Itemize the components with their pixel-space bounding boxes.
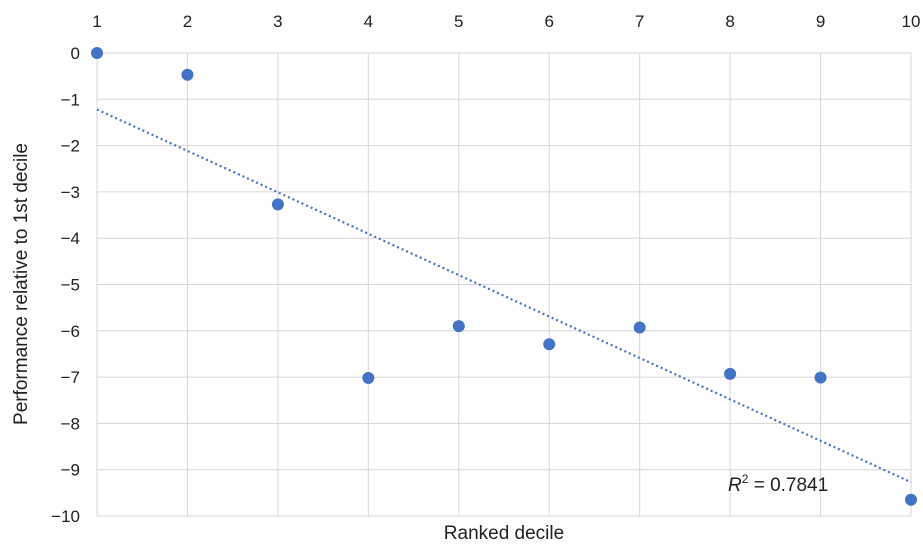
y-tick-label: −9 (61, 461, 80, 480)
y-tick-label: −8 (61, 414, 80, 433)
data-point (633, 321, 646, 334)
y-tick-label: −6 (61, 322, 80, 341)
trendline-group (96, 108, 912, 484)
gridlines (96, 52, 912, 517)
r-squared-symbol: R (728, 475, 742, 496)
data-point (91, 47, 103, 59)
x-tick-label: 9 (816, 12, 825, 31)
y-tick-label: −3 (61, 183, 80, 202)
y-tick-label: −1 (61, 90, 80, 109)
data-point (543, 338, 556, 351)
data-point (814, 371, 827, 384)
y-tick-label: −10 (51, 507, 80, 526)
y-tick-label: −7 (61, 368, 80, 387)
data-point (905, 493, 917, 506)
y-tick-label: −2 (61, 137, 80, 156)
y-tick-label: −5 (61, 276, 80, 295)
x-tick-labels: 1 2 3 4 5 6 7 8 9 10 (92, 12, 920, 31)
r-squared-value: = 0.7841 (748, 475, 828, 496)
r-squared-superscript: 2 (742, 472, 749, 486)
y-tick-label: −4 (61, 229, 80, 248)
x-tick-label: 1 (92, 12, 101, 31)
x-tick-label: 10 (902, 12, 921, 31)
y-tick-label: 0 (71, 44, 80, 63)
data-point (362, 372, 375, 385)
data-point (181, 68, 194, 81)
x-tick-label: 3 (273, 12, 282, 31)
x-tick-label: 5 (454, 12, 463, 31)
x-axis-title: Ranked decile (444, 523, 564, 544)
y-tick-labels: 0 −1 −2 −3 −4 −5 −6 −7 −8 −9 −10 (51, 44, 80, 526)
data-point (724, 367, 737, 380)
r-squared-label: R2 = 0.7841 (728, 472, 828, 496)
x-tick-label: 8 (725, 12, 734, 31)
trendline (96, 108, 912, 484)
y-axis-title: Performance relative to 1st decile (11, 143, 32, 425)
data-point (271, 198, 284, 211)
data-point (452, 320, 465, 333)
x-tick-label: 2 (183, 12, 192, 31)
x-tick-label: 4 (364, 12, 373, 31)
data-points (91, 47, 917, 506)
x-tick-label: 6 (544, 12, 553, 31)
x-tick-label: 7 (635, 12, 644, 31)
